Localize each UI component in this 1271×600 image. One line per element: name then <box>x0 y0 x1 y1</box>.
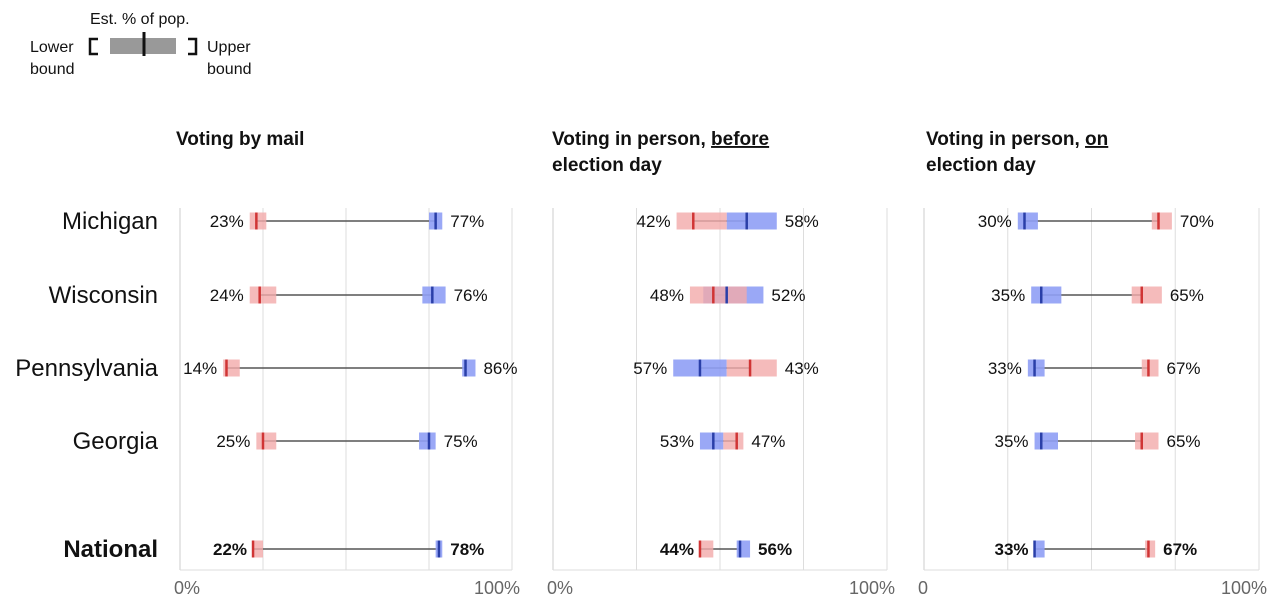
rep-range-bar <box>1135 432 1159 450</box>
dem-value-label: 86% <box>483 359 517 378</box>
rep-value-label: 25% <box>216 432 250 451</box>
rep-range-bar <box>699 540 714 558</box>
data-row: 24% 76% <box>210 286 488 305</box>
row-label: Pennsylvania <box>15 355 158 382</box>
tick-label: 100% <box>474 578 520 598</box>
dem-range-bar <box>1034 540 1045 558</box>
row-label: Wisconsin <box>49 282 158 309</box>
panels: Voting by mail 0% 100% 23% 77% 24% 76% 14% 86% 25… <box>174 129 1267 598</box>
rep-range-bar <box>1141 359 1159 377</box>
rep-range-bar <box>249 212 267 230</box>
rep-value-label: 70% <box>1180 212 1214 231</box>
data-row: 57% 43% <box>633 359 819 378</box>
dem-value-label: 56% <box>758 540 792 559</box>
rep-range-bar <box>676 212 727 230</box>
rep-value-label: 65% <box>1170 286 1204 305</box>
tick-label: 0% <box>174 578 200 598</box>
data-row: 48% 52% <box>650 286 806 305</box>
rep-value-label: 48% <box>650 286 684 305</box>
data-row: 35% 65% <box>995 432 1201 451</box>
dem-value-label: 77% <box>450 212 484 231</box>
rep-value-label: 22% <box>213 540 247 559</box>
legend: Est. % of pop. Lower bound Upper bound <box>30 11 255 78</box>
tick-label: 0% <box>547 578 573 598</box>
data-row: 30% 70% <box>978 212 1214 231</box>
data-row: 42% 58% <box>637 212 819 231</box>
tick-label: 0 <box>918 578 928 598</box>
tick-label: 100% <box>849 578 895 598</box>
dem-value-label: 58% <box>785 212 819 231</box>
dem-value-label: 75% <box>444 432 478 451</box>
rep-range-bar <box>1131 286 1162 304</box>
panel: Voting in person, before election day 0% 10… <box>547 129 895 598</box>
row-label: Michigan <box>62 208 158 235</box>
dem-value-label: 52% <box>771 286 805 305</box>
dem-value-label: 76% <box>454 286 488 305</box>
dem-value-label: 57% <box>633 359 667 378</box>
rep-range-bar <box>249 286 277 304</box>
panel: Voting by mail 0% 100% 23% 77% 24% 76% 14% 86% 25… <box>174 129 520 598</box>
data-row: 53% 47% <box>660 432 785 451</box>
dem-range-bar <box>419 432 436 450</box>
rep-value-label: 65% <box>1167 432 1201 451</box>
row-labels: Michigan Wisconsin Pennsylvania Georgia Nati… <box>15 208 158 563</box>
dem-value-label: 35% <box>995 432 1029 451</box>
rep-range-bar <box>1151 212 1172 230</box>
dem-range-bar <box>1027 359 1045 377</box>
rep-range-bar <box>1145 540 1156 558</box>
rep-value-label: 23% <box>210 212 244 231</box>
legend-lower-label: Lower bound <box>30 39 78 78</box>
rep-value-label: 67% <box>1163 540 1197 559</box>
panel: Voting in person, on election day 0 100% 30%… <box>918 129 1267 598</box>
rep-value-label: 47% <box>751 432 785 451</box>
dem-value-label: 35% <box>991 286 1025 305</box>
panel-title: Voting in person, on election day <box>926 129 1108 176</box>
rep-range-bar <box>256 432 277 450</box>
dem-value-label: 33% <box>995 540 1029 559</box>
dem-range-bar <box>422 286 446 304</box>
rep-value-label: 14% <box>183 359 217 378</box>
dem-range-bar <box>1031 286 1062 304</box>
legend-lower-bracket-icon <box>88 37 98 56</box>
legend-estimate-label: Est. % of pop. <box>90 11 190 28</box>
dem-value-label: 33% <box>988 359 1022 378</box>
data-row: 35% 65% <box>991 286 1204 305</box>
rep-range-bar <box>253 540 263 558</box>
panel-title: Voting by mail <box>176 129 304 150</box>
data-row: 14% 86% <box>183 359 517 378</box>
data-row: 22% 78% <box>213 540 484 559</box>
rep-value-label: 24% <box>210 286 244 305</box>
rep-value-label: 43% <box>785 359 819 378</box>
dem-range-bar <box>462 359 476 377</box>
tick-label: 100% <box>1221 578 1267 598</box>
data-row: 25% 75% <box>216 432 477 451</box>
legend-upper-bracket-icon <box>188 37 198 56</box>
rep-value-label: 42% <box>637 212 671 231</box>
dem-range-bar <box>1034 432 1058 450</box>
rep-value-label: 67% <box>1167 359 1201 378</box>
row-label: National <box>63 536 158 563</box>
rep-range-bar <box>723 432 744 450</box>
dem-value-label: 78% <box>450 540 484 559</box>
data-row: 44% 56% <box>660 540 792 559</box>
rep-range-bar <box>726 359 777 377</box>
data-row: 33% 67% <box>988 359 1201 378</box>
dem-value-label: 53% <box>660 432 694 451</box>
dem-range-bar <box>726 212 777 230</box>
row-label: Georgia <box>73 428 159 455</box>
rep-value-label: 44% <box>660 540 694 559</box>
data-row: 33% 67% <box>995 540 1198 559</box>
dem-range-bar <box>699 432 724 450</box>
dem-value-label: 30% <box>978 212 1012 231</box>
panel-title: Voting in person, before election day <box>552 129 769 176</box>
rep-range-bar <box>689 286 747 304</box>
legend-upper-label: Upper bound <box>207 39 255 78</box>
dem-range-bar <box>736 540 751 558</box>
dem-range-bar <box>1017 212 1038 230</box>
data-row: 23% 77% <box>210 212 485 231</box>
